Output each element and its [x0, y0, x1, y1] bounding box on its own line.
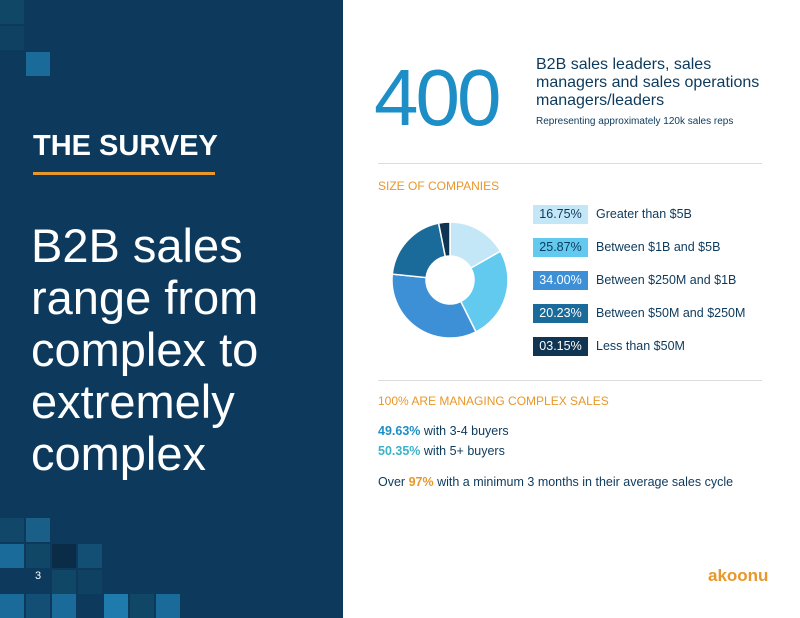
- page-number: 3: [35, 570, 42, 582]
- donut-chart: [391, 221, 509, 339]
- stat-line: 50.35% with 5+ buyers: [378, 444, 505, 458]
- chart-title: SIZE OF COMPANIES: [378, 179, 500, 193]
- legend-value: 25.87%: [533, 238, 588, 257]
- donut-segment: [459, 250, 509, 333]
- title-underline: [33, 172, 215, 175]
- hero-number: 400: [374, 53, 501, 142]
- logo: akoonu: [708, 566, 769, 585]
- stat-highlight: 49.63%: [378, 424, 421, 438]
- stat-highlight: 50.35%: [378, 444, 421, 458]
- legend-label: Between $1B and $5B: [596, 240, 721, 254]
- left-panel: THE SURVEY B2B sales range from complex …: [0, 0, 343, 618]
- headline: B2B sales range from complex to extremel…: [31, 219, 259, 480]
- donut-segment: [437, 221, 451, 258]
- stat-prefix: Over: [378, 475, 406, 489]
- legend-label: Between $50M and $250M: [596, 306, 746, 320]
- legend-label: Between $250M and $1B: [596, 273, 737, 287]
- legend-value: 03.15%: [533, 337, 588, 356]
- stat-highlight: 97%: [408, 475, 434, 489]
- section-heading: 100% ARE MANAGING COMPLEX SALES: [378, 394, 609, 408]
- divider: [378, 380, 762, 381]
- legend-value: 20.23%: [533, 304, 588, 323]
- divider: [378, 163, 762, 164]
- legend-value: 16.75%: [533, 205, 588, 224]
- section-title: THE SURVEY: [33, 130, 218, 162]
- donut-segment: [391, 222, 447, 279]
- stat-text: with a minimum 3 months in their average…: [437, 475, 734, 489]
- donut-segment: [391, 273, 477, 339]
- legend-label: Less than $50M: [596, 339, 685, 353]
- stat-line: Over 97% with a minimum 3 months in thei…: [378, 475, 733, 489]
- stat-line: 49.63% with 3-4 buyers: [378, 424, 509, 438]
- stat-text: with 5+ buyers: [423, 444, 505, 458]
- legend-label: Greater than $5B: [596, 207, 692, 221]
- hero-note: Representing approximately 120k sales re…: [536, 116, 734, 127]
- stat-text: with 3-4 buyers: [423, 424, 509, 438]
- legend-value: 34.00%: [533, 271, 588, 290]
- hero-description: B2B sales leaders, sales managers and sa…: [536, 56, 760, 109]
